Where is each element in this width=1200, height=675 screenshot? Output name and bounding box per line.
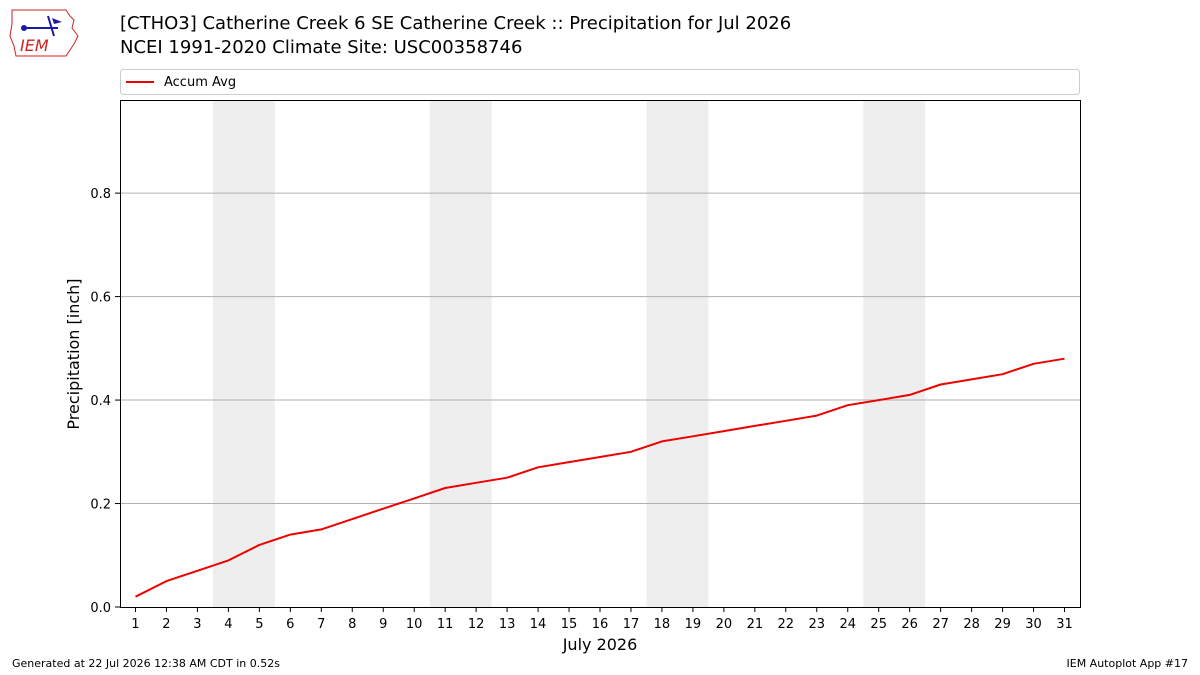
x-tick-label: 29 — [994, 617, 1011, 632]
x-axis: 1 2 3 4 5 6 7 8 9 10 11 12 13 14 15 16 17 18 19 20 21 22 23 24 2… — [131, 607, 1073, 632]
y-tick-label: 0.2 — [90, 498, 111, 513]
weekend-band — [646, 100, 709, 607]
x-axis-label: July 2026 — [562, 635, 638, 654]
x-tick-label: 5 — [255, 617, 263, 632]
series-layer — [135, 357, 1065, 598]
station-mast-shape — [47, 15, 55, 37]
x-tick-label: 18 — [654, 617, 671, 632]
x-tick-label: 1 — [131, 617, 139, 632]
x-tick-label: 25 — [870, 617, 887, 632]
x-tick-label: 22 — [778, 617, 795, 632]
logo-text: IEM — [20, 36, 49, 55]
x-tick-label: 8 — [348, 617, 356, 632]
x-tick-label: 24 — [839, 617, 856, 632]
x-tick-label: 3 — [193, 617, 201, 632]
x-tick-label: 20 — [716, 617, 733, 632]
y-axis: 0.0 0.2 0.4 0.6 0.8 — [90, 187, 120, 616]
x-tick-label: 16 — [592, 617, 609, 632]
x-tick-label: 4 — [224, 617, 232, 632]
y-tick-label: 0.6 — [90, 291, 111, 306]
weekend-band — [863, 100, 926, 607]
y-tick-label: 0.4 — [90, 394, 111, 409]
legend-box — [120, 69, 1080, 95]
series-line — [135, 357, 1065, 598]
x-tick-label: 2 — [162, 617, 170, 632]
x-tick-label: 28 — [963, 617, 980, 632]
weekend-bands — [212, 100, 926, 607]
legend: Accum Avg — [120, 69, 1080, 95]
chart-subtitle: NCEI 1991-2020 Climate Site: USC00358746 — [120, 37, 523, 58]
app-label: IEM Autoplot App #17 — [1066, 657, 1189, 670]
iem-logo: IEM — [8, 6, 82, 62]
x-tick-label: 12 — [468, 617, 485, 632]
x-tick-label: 21 — [747, 617, 764, 632]
station-dot-shape — [21, 25, 27, 31]
x-tick-label: 30 — [1025, 617, 1042, 632]
generated-timestamp: Generated at 22 Jul 2026 12:38 AM CDT in… — [12, 657, 280, 670]
x-tick-label: 19 — [685, 617, 702, 632]
gridlines — [120, 192, 1080, 505]
x-tick-label: 11 — [437, 617, 454, 632]
chart-title: [CTHO3] Catherine Creek 6 SE Catherine C… — [120, 13, 792, 34]
weekend-band — [429, 100, 492, 607]
x-tick-label: 6 — [286, 617, 294, 632]
y-axis-label: Precipitation [inch] — [64, 278, 83, 429]
x-tick-label: 15 — [561, 617, 578, 632]
y-tick-label: 0.8 — [90, 187, 111, 202]
x-tick-label: 23 — [809, 617, 826, 632]
weekend-band — [212, 100, 275, 607]
x-tick-label: 27 — [932, 617, 949, 632]
x-tick-label: 13 — [499, 617, 516, 632]
x-tick-label: 26 — [901, 617, 918, 632]
legend-label: Accum Avg — [164, 75, 236, 90]
iowa-outline-shape — [9, 9, 79, 57]
x-tick-label: 7 — [317, 617, 325, 632]
x-tick-label: 31 — [1056, 617, 1073, 632]
x-tick-label: 14 — [530, 617, 547, 632]
x-tick-label: 17 — [623, 617, 640, 632]
y-tick-label: 0.0 — [90, 601, 111, 616]
x-tick-label: 9 — [379, 617, 387, 632]
wind-vane-shape — [52, 18, 62, 24]
x-tick-label: 10 — [406, 617, 423, 632]
